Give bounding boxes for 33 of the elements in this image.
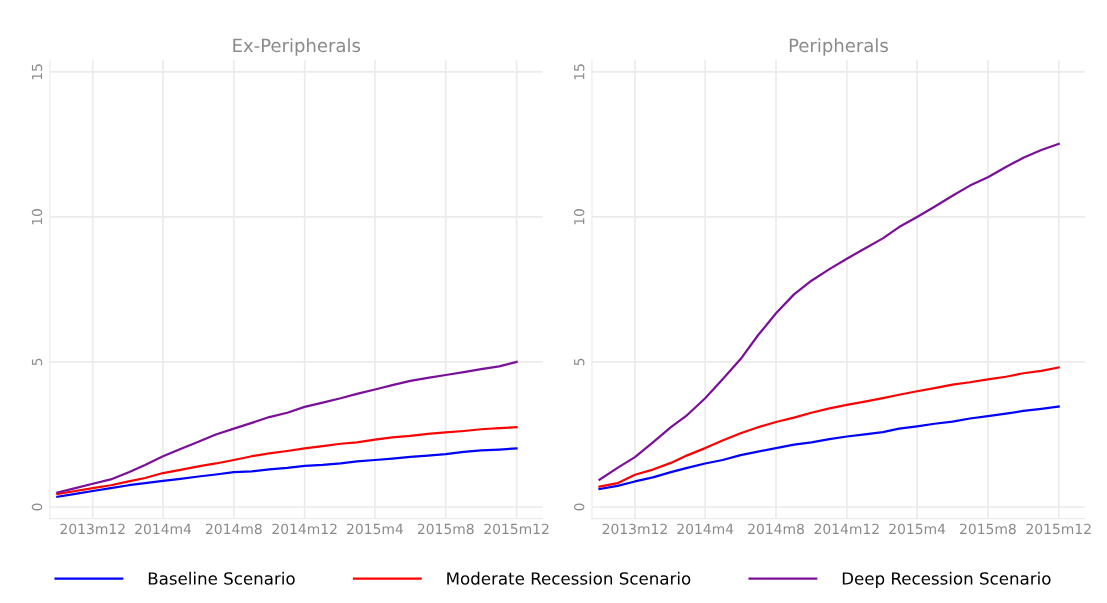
line-series <box>598 405 1060 491</box>
line-series <box>598 142 1060 481</box>
chart-title: Peripherals <box>789 38 888 56</box>
x-tick-label: 2014m12 <box>814 523 879 535</box>
line-series <box>56 426 518 496</box>
y-tick-label: 10 <box>31 209 43 225</box>
x-tick-label: 2014m12 <box>272 523 337 535</box>
y-tick-label: 15 <box>31 64 43 80</box>
x-tick-label: 2014m8 <box>206 523 262 535</box>
legend-label: Deep Recession Scenario <box>842 571 1051 588</box>
line-series <box>56 360 518 494</box>
line-series <box>56 447 518 498</box>
x-tick-label: 2015m8 <box>417 523 474 535</box>
y-tick-label: 10 <box>573 209 585 225</box>
y-tick-label: 5 <box>574 358 585 366</box>
legend-label: Baseline Scenario <box>148 571 295 585</box>
x-tick-label: 2014m8 <box>748 523 804 535</box>
x-tick-label: 2015m4 <box>347 523 403 535</box>
x-tick-label: 2015m8 <box>960 523 1016 535</box>
y-tick-label: 0 <box>31 503 43 511</box>
x-tick-label: 2013m12 <box>602 523 667 535</box>
chart-title: Ex-Peripherals <box>233 38 361 56</box>
x-tick-label: 2014m4 <box>135 523 192 535</box>
x-tick-label: 2015m4 <box>889 523 946 535</box>
legend-label: Moderate Recession Scenario <box>447 571 691 585</box>
y-tick-label: 5 <box>31 358 43 366</box>
x-tick-label: 2015m12 <box>1026 523 1091 535</box>
y-tick-label: 0 <box>573 503 585 511</box>
x-tick-label: 2014m4 <box>677 523 734 535</box>
x-tick-label: 2013m12 <box>60 523 125 535</box>
y-tick-label: 15 <box>574 64 585 80</box>
line-series <box>598 366 1060 488</box>
x-tick-label: 2015m12 <box>484 523 549 535</box>
